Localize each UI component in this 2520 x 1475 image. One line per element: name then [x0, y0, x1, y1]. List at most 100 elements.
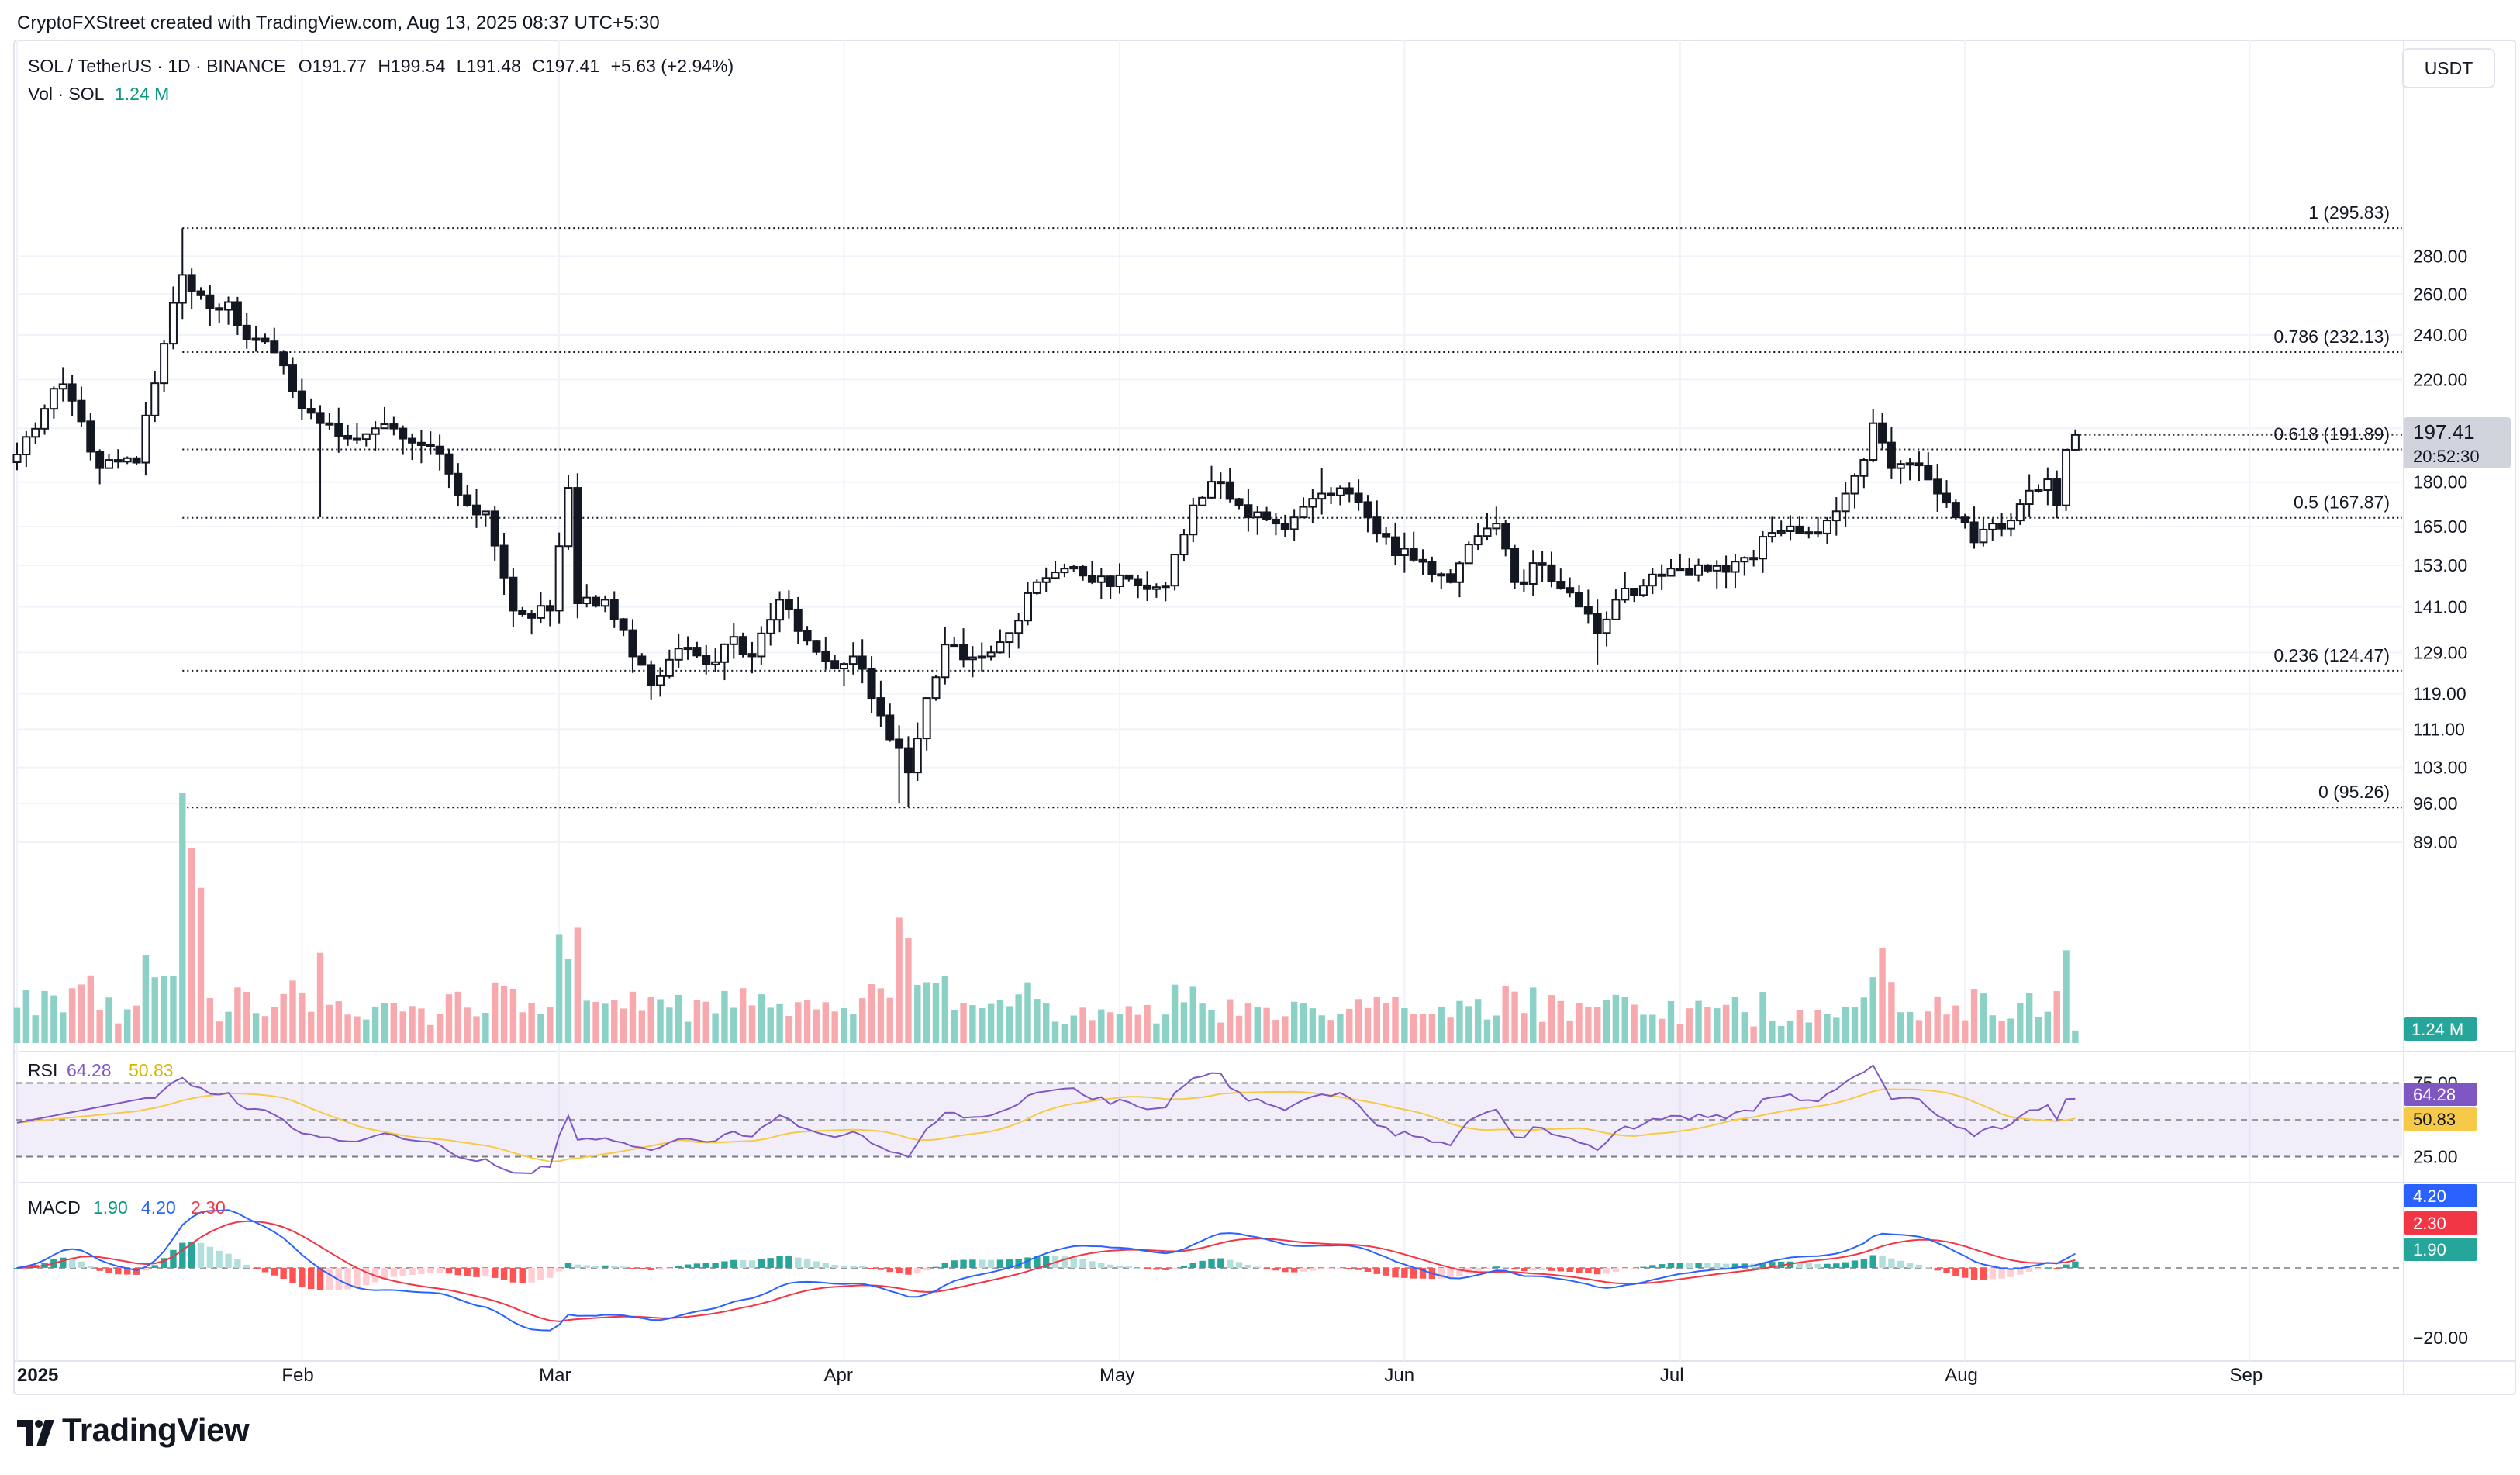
candle[interactable]	[1721, 555, 1731, 589]
candle[interactable]	[564, 475, 573, 550]
candle[interactable]	[950, 636, 959, 648]
candle[interactable]	[1262, 506, 1272, 522]
candle[interactable]	[1621, 572, 1630, 603]
candle[interactable]	[408, 433, 417, 461]
candle[interactable]	[665, 649, 674, 679]
candle[interactable]	[1317, 468, 1327, 515]
candle[interactable]	[1602, 611, 1611, 647]
candle[interactable]	[1547, 551, 1556, 588]
candle[interactable]	[1575, 585, 1583, 608]
candle[interactable]	[1069, 565, 1079, 572]
candle[interactable]	[903, 736, 913, 807]
candle[interactable]	[2025, 474, 2034, 517]
candle[interactable]	[1979, 516, 1988, 547]
candle[interactable]	[1924, 452, 1933, 481]
candle[interactable]	[1032, 579, 1041, 595]
candle[interactable]	[1887, 427, 1896, 479]
candle[interactable]	[1161, 581, 1170, 602]
candle[interactable]	[1391, 522, 1400, 566]
candle[interactable]	[609, 591, 619, 628]
candle[interactable]	[876, 680, 885, 727]
candle[interactable]	[1409, 531, 1418, 562]
candle[interactable]	[922, 697, 931, 751]
candle[interactable]	[1024, 582, 1032, 626]
candle[interactable]	[1712, 560, 1721, 589]
candle[interactable]	[113, 449, 123, 469]
candle[interactable]	[242, 313, 251, 349]
candle[interactable]	[1170, 554, 1179, 591]
candle[interactable]	[416, 430, 426, 464]
candle[interactable]	[187, 268, 196, 309]
candle[interactable]	[619, 617, 628, 637]
candle[interactable]	[692, 641, 702, 658]
candle[interactable]	[1593, 599, 1602, 665]
candle[interactable]	[573, 473, 582, 619]
candle[interactable]	[1933, 464, 1942, 512]
candle[interactable]	[499, 532, 509, 596]
candle[interactable]	[757, 626, 766, 665]
candle[interactable]	[288, 357, 297, 399]
candle[interactable]	[1473, 523, 1483, 551]
candle[interactable]	[334, 407, 343, 453]
candle[interactable]	[1914, 451, 1924, 482]
candle[interactable]	[49, 386, 58, 419]
candle[interactable]	[325, 413, 334, 430]
candle[interactable]	[1878, 413, 1887, 451]
candle[interactable]	[1225, 468, 1234, 503]
candle[interactable]	[454, 463, 463, 507]
candle[interactable]	[306, 398, 316, 420]
candle[interactable]	[527, 610, 537, 635]
candle[interactable]	[1657, 564, 1666, 591]
candle[interactable]	[931, 675, 941, 701]
candle[interactable]	[1483, 513, 1492, 541]
candle[interactable]	[1786, 515, 1795, 541]
candle[interactable]	[793, 596, 803, 644]
candle[interactable]	[1611, 589, 1621, 620]
candle[interactable]	[435, 434, 444, 471]
candle[interactable]	[399, 425, 408, 455]
candle[interactable]	[913, 722, 922, 781]
candle[interactable]	[545, 599, 554, 627]
candle[interactable]	[1538, 551, 1547, 582]
candle[interactable]	[830, 655, 840, 670]
candle[interactable]	[1087, 561, 1096, 585]
candle[interactable]	[178, 228, 187, 320]
candle[interactable]	[656, 667, 665, 697]
candle[interactable]	[224, 296, 233, 325]
candle[interactable]	[77, 386, 86, 427]
candle[interactable]	[821, 637, 830, 670]
candle[interactable]	[1345, 482, 1354, 503]
candle[interactable]	[2015, 499, 2025, 526]
candle[interactable]	[600, 595, 609, 613]
candle[interactable]	[1831, 497, 1841, 536]
candle[interactable]	[1151, 583, 1161, 598]
candle[interactable]	[12, 442, 22, 471]
candle[interactable]	[1501, 519, 1510, 557]
candle[interactable]	[812, 640, 821, 655]
candle[interactable]	[1492, 506, 1501, 536]
candle[interactable]	[1666, 558, 1676, 577]
symbol-name[interactable]: SOL / TetherUS · 1D · BINANCE	[28, 56, 286, 76]
candle[interactable]	[986, 645, 996, 661]
candle[interactable]	[582, 584, 592, 608]
candle[interactable]	[1418, 549, 1427, 575]
candle[interactable]	[279, 350, 288, 375]
candle[interactable]	[371, 421, 380, 451]
candle[interactable]	[647, 660, 656, 700]
candle[interactable]	[1822, 516, 1831, 544]
candle[interactable]	[1363, 495, 1372, 533]
candle[interactable]	[31, 422, 40, 444]
candle[interactable]	[518, 606, 527, 617]
candle[interactable]	[1749, 549, 1759, 567]
candle[interactable]	[160, 340, 169, 392]
candle[interactable]	[141, 402, 150, 476]
currency-button[interactable]: USDT	[2402, 48, 2495, 88]
candle[interactable]	[1189, 497, 1198, 543]
candle[interactable]	[803, 626, 812, 646]
candle[interactable]	[720, 643, 729, 681]
candle[interactable]	[1960, 513, 1969, 529]
candle[interactable]	[95, 449, 105, 485]
candle[interactable]	[628, 619, 637, 673]
candle[interactable]	[858, 639, 867, 684]
